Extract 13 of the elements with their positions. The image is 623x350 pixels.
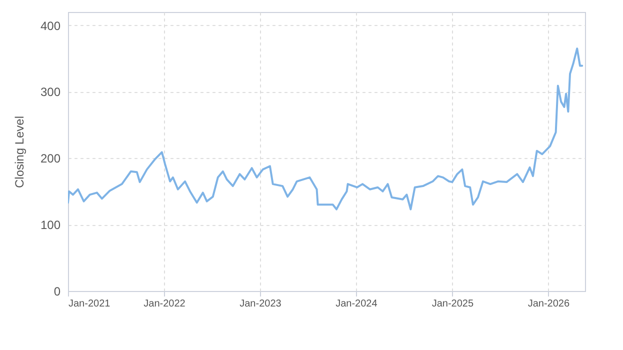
y-tick-label: 100 <box>40 218 61 232</box>
x-tick-label: Jan-2026 <box>528 298 570 310</box>
x-tick-label: Jan-2022 <box>144 298 186 310</box>
y-tick-label: 0 <box>54 284 61 298</box>
x-tick-label: Jan-2025 <box>432 298 474 310</box>
x-tick-label: Jan-2021 <box>68 298 111 310</box>
y-axis-title: Closing Level <box>12 116 26 188</box>
line-series <box>68 48 584 210</box>
y-tick-label: 400 <box>40 18 61 33</box>
x-tick-label: Jan-2023 <box>240 298 282 310</box>
y-tick-label: 200 <box>40 152 61 166</box>
y-tick-label: 300 <box>40 85 61 100</box>
x-tick-label: Jan-2024 <box>336 298 378 310</box>
